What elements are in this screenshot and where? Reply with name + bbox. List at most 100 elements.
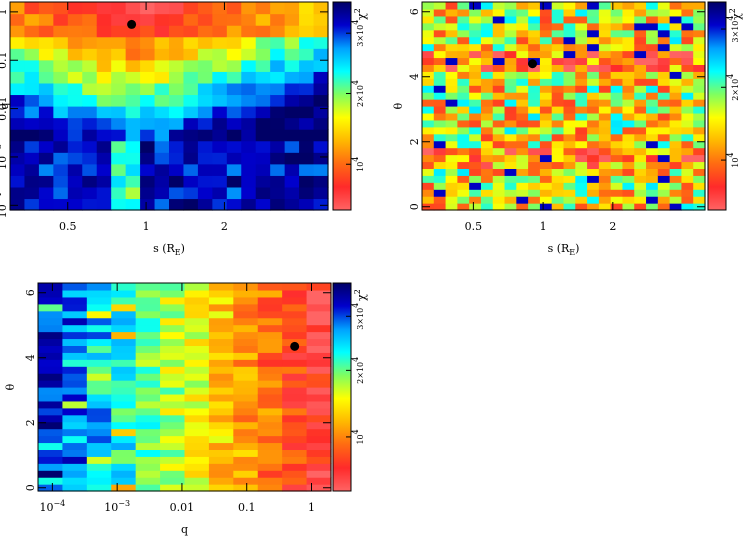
- heatmap-cell: [528, 71, 541, 79]
- heatmap-cell: [504, 57, 517, 65]
- y-tick-label: 6: [24, 289, 37, 296]
- heatmap-cell: [551, 182, 565, 190]
- heatmap-cell: [598, 175, 612, 183]
- x-tick-label: 1: [540, 220, 547, 233]
- heatmap-cell: [284, 2, 300, 15]
- heatmap-cell: [125, 71, 141, 84]
- heatmap-cell: [62, 428, 88, 437]
- heatmap-cell: [212, 163, 228, 176]
- heatmap-cell: [457, 71, 470, 79]
- heatmap-cell: [693, 50, 706, 59]
- heatmap-cell: [38, 198, 54, 211]
- heatmap-cell: [610, 78, 624, 86]
- y-tick-label: 0.1: [0, 51, 9, 69]
- heatmap-cell: [184, 414, 210, 423]
- heatmap-cell: [646, 36, 659, 45]
- heatmap-cell: [622, 15, 635, 24]
- heatmap-cell: [160, 456, 186, 464]
- heatmap-cell: [62, 303, 88, 312]
- heatmap-cell: [634, 85, 647, 93]
- heatmap-cell: [111, 414, 137, 423]
- heatmap-cell: [516, 15, 529, 24]
- heatmap-cell: [469, 161, 482, 169]
- heatmap-cell: [67, 198, 83, 211]
- heatmap-cell: [233, 393, 259, 402]
- heatmap-cell: [62, 359, 88, 367]
- heatmap-cell: [53, 2, 69, 15]
- heatmap-cell: [480, 64, 494, 72]
- heatmap-cell: [135, 387, 161, 395]
- heatmap-cell: [306, 359, 332, 367]
- heatmap-cell: [551, 203, 565, 211]
- heatmap-cell: [208, 324, 234, 333]
- heatmap-cell: [184, 359, 210, 367]
- heatmap-cell: [208, 338, 234, 346]
- colorbar-tick-label: 2×104: [351, 357, 365, 384]
- heatmap-cell: [563, 64, 576, 72]
- heatmap-cell: [86, 387, 112, 395]
- heatmap-cell: [457, 64, 470, 72]
- heatmap-cell: [226, 129, 242, 142]
- heatmap-cell: [492, 64, 506, 72]
- heatmap-cell: [197, 175, 213, 188]
- heatmap-cell: [634, 22, 647, 31]
- heatmap-cell: [183, 94, 199, 107]
- heatmap-cell: [528, 50, 541, 59]
- heatmap-cell: [516, 182, 529, 190]
- heatmap-cell: [681, 106, 694, 114]
- heatmap-cell: [111, 393, 137, 402]
- heatmap-cell: [96, 59, 112, 72]
- heatmap-cell: [96, 163, 112, 176]
- heatmap-cell: [135, 296, 161, 305]
- heatmap-cell: [575, 36, 588, 45]
- heatmap-cell: [111, 129, 127, 142]
- heatmap-cell: [575, 43, 588, 52]
- heatmap-cell: [575, 168, 588, 176]
- heatmap-cell: [282, 393, 308, 402]
- heatmap-cell: [135, 400, 161, 409]
- heatmap-cell: [282, 449, 308, 457]
- heatmap-cell: [457, 92, 470, 100]
- heatmap-cell: [257, 310, 283, 319]
- heatmap-cell: [212, 59, 228, 72]
- heatmap-cell: [634, 140, 647, 149]
- heatmap-cell: [504, 175, 517, 183]
- heatmap-cell: [445, 71, 458, 79]
- heatmap-cell: [233, 324, 259, 333]
- heatmap-cell: [306, 331, 332, 340]
- heatmap-cell: [86, 470, 112, 478]
- x-tick-label: 2: [609, 220, 616, 233]
- heatmap-cell: [154, 106, 170, 119]
- heatmap-cell: [257, 428, 283, 437]
- heatmap-cell: [422, 147, 435, 156]
- heatmap-cell: [551, 106, 565, 114]
- heatmap-cell: [598, 8, 612, 17]
- heatmap-cell: [422, 161, 435, 169]
- heatmap-cell: [528, 64, 541, 72]
- heatmap-cell: [135, 331, 161, 340]
- heatmap-cell: [86, 366, 112, 374]
- heatmap-cell: [306, 373, 332, 381]
- heatmap-cell: [86, 310, 112, 319]
- heatmap-cell: [135, 414, 161, 423]
- heatmap-cell: [140, 152, 156, 165]
- heatmap-cell: [38, 449, 64, 457]
- heatmap-cell: [160, 380, 186, 388]
- heatmap-cell: [657, 189, 671, 197]
- heatmap-cell: [598, 189, 612, 197]
- heatmap-cell: [634, 43, 647, 52]
- heatmap-cell: [125, 140, 141, 153]
- heatmap-cell: [38, 380, 64, 388]
- heatmap-cell: [140, 140, 156, 153]
- heatmap-cell: [255, 94, 271, 107]
- heatmap-cell: [669, 85, 683, 93]
- heatmap-cell: [86, 428, 112, 437]
- heatmap-cell: [622, 43, 635, 52]
- heatmap-cell: [62, 442, 88, 450]
- heatmap-cell: [445, 140, 458, 149]
- heatmap-cell: [551, 71, 565, 79]
- heatmap-cell: [669, 29, 683, 38]
- heatmap-cell: [575, 78, 588, 86]
- heatmap-cell: [241, 163, 257, 176]
- heatmap-cell: [634, 203, 647, 211]
